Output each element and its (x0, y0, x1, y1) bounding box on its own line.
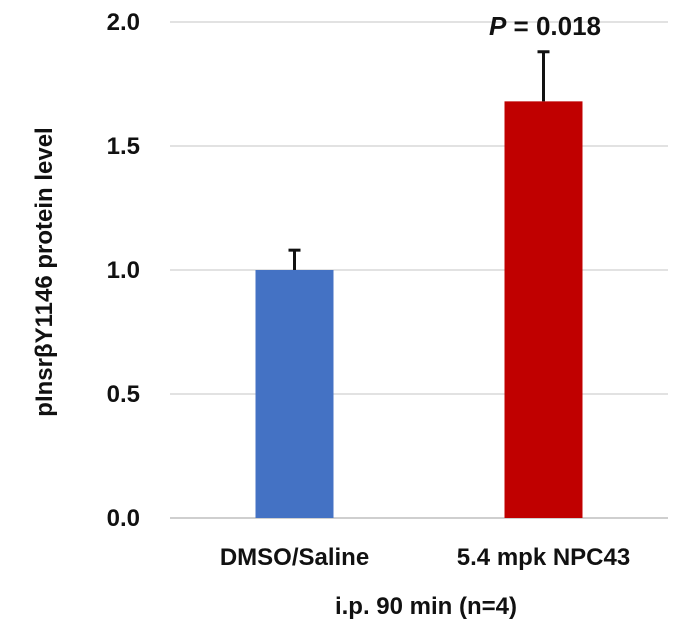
bars (255, 101, 583, 519)
y-axis-title: pInsrβY1146 protein level (31, 127, 58, 416)
x-tick-label: DMSO/Saline (220, 544, 369, 571)
y-tick-label: 0.5 (107, 381, 140, 408)
y-tick-label: 2.0 (107, 9, 140, 36)
x-axis-title: i.p. 90 min (n=4) (335, 593, 517, 620)
y-tick-labels: 0.0 0.5 1.0 1.5 2.0 (107, 9, 140, 532)
y-tick-label: 1.0 (107, 257, 140, 284)
p-value-annotation: P = 0.018 (489, 11, 601, 41)
error-bars (288, 50, 550, 270)
y-tick-label: 0.0 (107, 505, 140, 532)
y-tick-label: 1.5 (107, 133, 140, 160)
p-value-label: P (489, 11, 507, 41)
x-tick-label: 5.4 mpk NPC43 (457, 544, 630, 571)
x-tick-labels: DMSO/Saline 5.4 mpk NPC43 (220, 544, 630, 571)
gridlines (170, 21, 668, 519)
p-value-number: = 0.018 (506, 11, 601, 41)
bar (504, 101, 583, 519)
bar (255, 270, 334, 518)
